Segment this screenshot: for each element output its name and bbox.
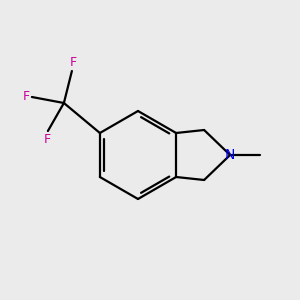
Text: F: F — [43, 133, 50, 146]
Text: F: F — [23, 91, 30, 103]
Text: N: N — [225, 148, 235, 162]
Text: F: F — [69, 56, 76, 69]
